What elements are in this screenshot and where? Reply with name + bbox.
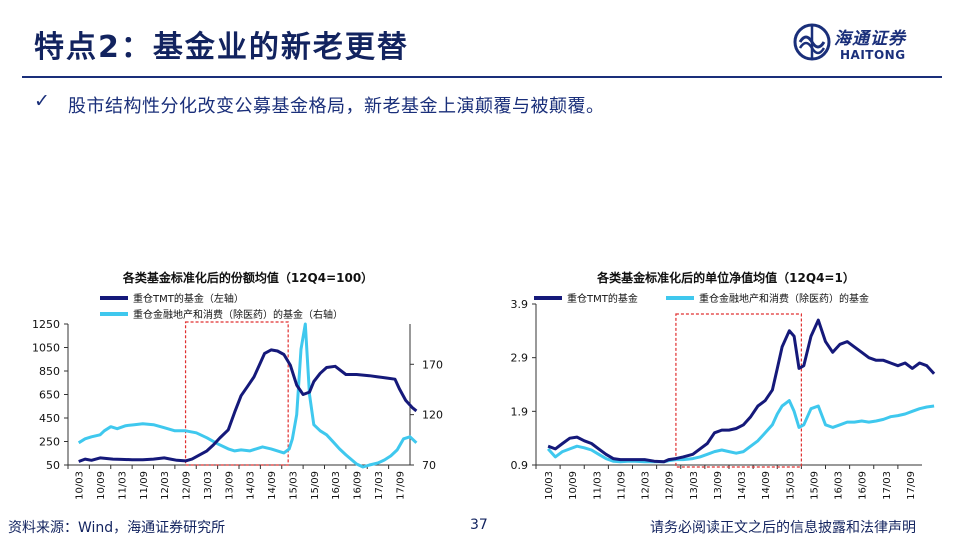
left-tick-label: 450	[39, 412, 60, 425]
x-tick-label: 13/03	[689, 471, 700, 500]
nav-chart: 各类基金标准化后的单位净值均值（12Q4=1） 重仓TMT的基金 重仓金融地产和消费…	[511, 270, 936, 500]
x-tick-label: 14/03	[246, 471, 257, 500]
x-tick-label: 15/09	[310, 471, 321, 500]
x-tick-label: 10/03	[75, 471, 86, 500]
x-tick-label: 11/09	[139, 471, 150, 500]
x-tick-label: 15/03	[288, 471, 299, 500]
y-tick-label: 3.9	[511, 298, 529, 311]
x-tick-label: 11/03	[592, 471, 603, 500]
logo-chinese-text: 海通证券	[834, 29, 906, 49]
legend-label-tmt: 重仓TMT的基金	[567, 292, 638, 305]
x-tick-label: 14/03	[737, 471, 748, 500]
right-tick-label: 70	[422, 459, 436, 472]
x-tick-label: 12/09	[665, 471, 676, 500]
left-tick-label: 1050	[32, 342, 60, 355]
x-tick-label: 17/03	[882, 471, 893, 500]
x-tick-label: 12/09	[182, 471, 193, 500]
source-note: 资料来源：Wind，海通证券研究所	[8, 520, 226, 536]
series-line-finance	[77, 322, 418, 469]
x-tick-label: 16/09	[858, 471, 869, 500]
highlight-box	[184, 321, 289, 466]
right-tick-label: 170	[422, 358, 443, 371]
logo-english-text: HAITONG	[840, 48, 906, 62]
left-tick-label: 50	[46, 459, 60, 472]
x-tick-label: 15/03	[785, 471, 796, 500]
legend-label-finance: 重仓金融地产和消费（除医药）的基金（右轴）	[133, 308, 343, 321]
left-tick-label: 650	[39, 389, 60, 402]
series-line-tmt	[547, 318, 936, 464]
y-tick-label: 1.9	[511, 405, 529, 418]
x-tick-label: 13/09	[224, 471, 235, 500]
x-tick-label: 14/09	[761, 471, 772, 500]
left-tick-label: 250	[39, 436, 60, 449]
haitong-logo-icon	[793, 23, 831, 61]
series-line-finance	[546, 399, 935, 464]
y-tick-label: 2.9	[511, 352, 529, 365]
disclaimer: 请务必阅读正文之后的信息披露和法律声明	[650, 520, 916, 536]
x-tick-label: 11/03	[117, 471, 128, 500]
share-chart: 各类基金标准化后的份额均值（12Q4=100） 重仓TMT的基金（左轴） 重仓金融地…	[32, 270, 443, 500]
y-tick-label: 0.9	[511, 459, 529, 472]
checkmark-icon: ✓	[34, 90, 50, 112]
legend-label-tmt: 重仓TMT的基金（左轴）	[133, 292, 244, 305]
left-tick-label: 1250	[32, 318, 60, 331]
x-tick-label: 15/09	[809, 471, 820, 500]
right-tick-label: 120	[422, 409, 443, 422]
header-divider	[22, 76, 942, 78]
x-tick-label: 16/09	[353, 471, 364, 500]
x-tick-label: 10/09	[568, 471, 579, 500]
chart-title: 各类基金标准化后的份额均值（12Q4=100）	[122, 270, 373, 285]
x-tick-label: 12/03	[160, 471, 171, 500]
x-tick-label: 11/09	[616, 471, 627, 500]
x-tick-label: 13/03	[203, 471, 214, 500]
legend-label-finance: 重仓金融地产和消费（除医药）的基金	[699, 292, 869, 305]
x-tick-label: 17/09	[395, 471, 406, 500]
x-tick-label: 16/03	[834, 471, 845, 500]
left-tick-label: 850	[39, 365, 60, 378]
x-tick-label: 14/09	[267, 471, 278, 500]
x-tick-label: 17/03	[374, 471, 385, 500]
x-tick-label: 12/03	[641, 471, 652, 500]
page-title: 特点2：基金业的新老更替	[34, 30, 409, 65]
series-line-tmt	[78, 348, 418, 463]
chart-title: 各类基金标准化后的单位净值均值（12Q4=1）	[596, 270, 855, 285]
highlight-box	[675, 313, 802, 468]
haitong-logo: 海通证券 HAITONG	[792, 22, 932, 66]
bullet-text: 股市结构性分化改变公募基金格局，新老基金上演颠覆与被颠覆。	[68, 96, 605, 117]
page-number: 37	[470, 517, 488, 533]
x-tick-label: 10/03	[544, 471, 555, 500]
x-tick-label: 13/09	[713, 471, 724, 500]
x-tick-label: 16/03	[331, 471, 342, 500]
x-tick-label: 17/09	[906, 471, 917, 500]
x-tick-label: 10/09	[96, 471, 107, 500]
